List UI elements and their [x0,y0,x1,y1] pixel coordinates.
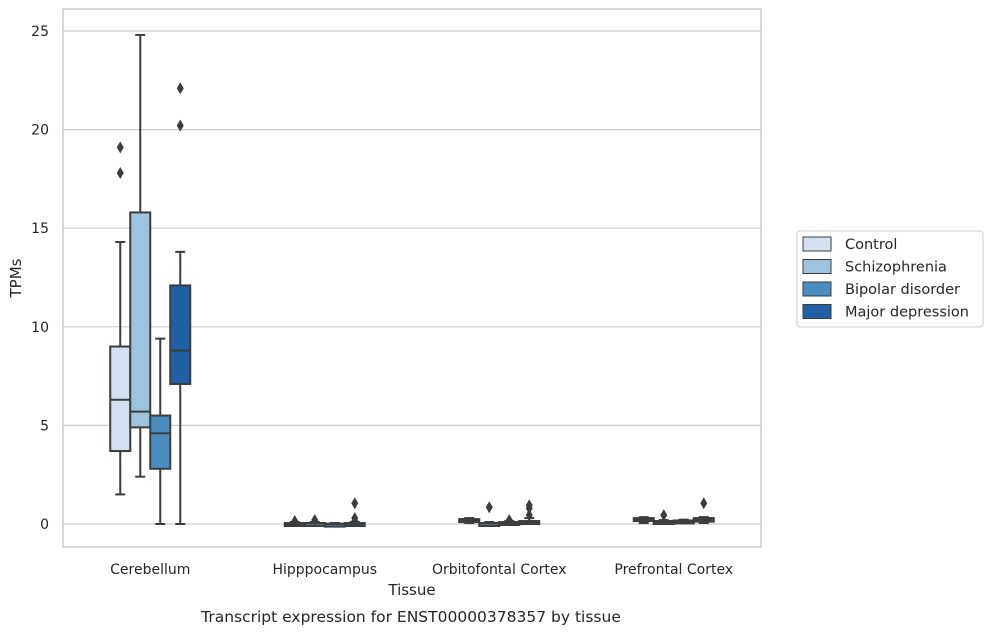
x-tick-label: Orbitofontal Cortex [432,562,567,578]
legend-label: Major depression [845,305,969,321]
x-axis-ticks: Cerebellum Hipppocampus Orbitofontal Corte… [110,562,733,578]
x-tick-label: Prefrontal Cortex [614,562,733,578]
y-tick-label: 20 [31,123,49,139]
iqr-box [129,211,152,429]
iqr-box [169,284,192,385]
y-tick-label: 15 [31,221,49,237]
box-control [109,141,132,496]
box-major-depression [169,82,192,525]
legend-label: Bipolar disorder [845,282,960,298]
legend-swatch [802,236,832,252]
iqr-box [149,414,172,470]
legend: Control Schizophrenia Bipolar disorder Majo… [796,230,984,328]
chart-caption: Transcript expression for ENST0000037835… [200,608,621,626]
box-major-depression [343,497,366,528]
y-tick-label: 5 [40,418,49,434]
outlier-point [351,497,359,510]
box-major-depression [692,497,715,525]
x-axis-label: Tissue [387,581,435,599]
legend-swatch [802,304,832,319]
outlier-point [505,514,513,527]
legend-label: Schizophrenia [845,260,947,276]
outlier-point [660,509,668,522]
outlier-point [525,509,533,522]
box-control [283,515,306,528]
box-bipolar-disorder [498,514,521,527]
outlier-point [525,499,533,512]
legend-label: Control [845,237,897,253]
y-axis-ticks: 0 5 10 15 20 25 [31,24,49,533]
box-control [632,516,655,525]
y-axis-label: TPMs [7,258,25,298]
x-tick-label: Hipppocampus [272,562,377,578]
outlier-point [116,141,124,154]
legend-swatch [802,281,832,297]
outlier-point [176,82,184,95]
outlier-point [700,497,708,510]
legend-frame [796,230,984,328]
box-groups [109,33,715,528]
y-tick-label: 25 [31,24,49,40]
outlier-point [291,515,299,528]
outlier-point [311,514,319,527]
outlier-point [485,501,493,514]
outlier-point [176,119,184,132]
box-schizophrenia [129,33,152,478]
box-bipolar-disorder [672,518,695,525]
box-schizophrenia [652,509,675,526]
box-major-depression [518,499,541,526]
box-control [458,517,481,525]
y-tick-label: 0 [40,517,49,533]
plot-frame [62,8,762,548]
box-schizophrenia [303,514,326,528]
y-tick-label: 10 [31,320,49,336]
legend-swatch [802,259,832,274]
outlier-point [116,166,124,179]
box-schizophrenia [478,501,501,528]
box-bipolar-disorder [323,522,346,528]
x-tick-label: Cerebellum [110,562,190,578]
box-bipolar-disorder [149,337,172,525]
outlier-point [351,512,359,525]
